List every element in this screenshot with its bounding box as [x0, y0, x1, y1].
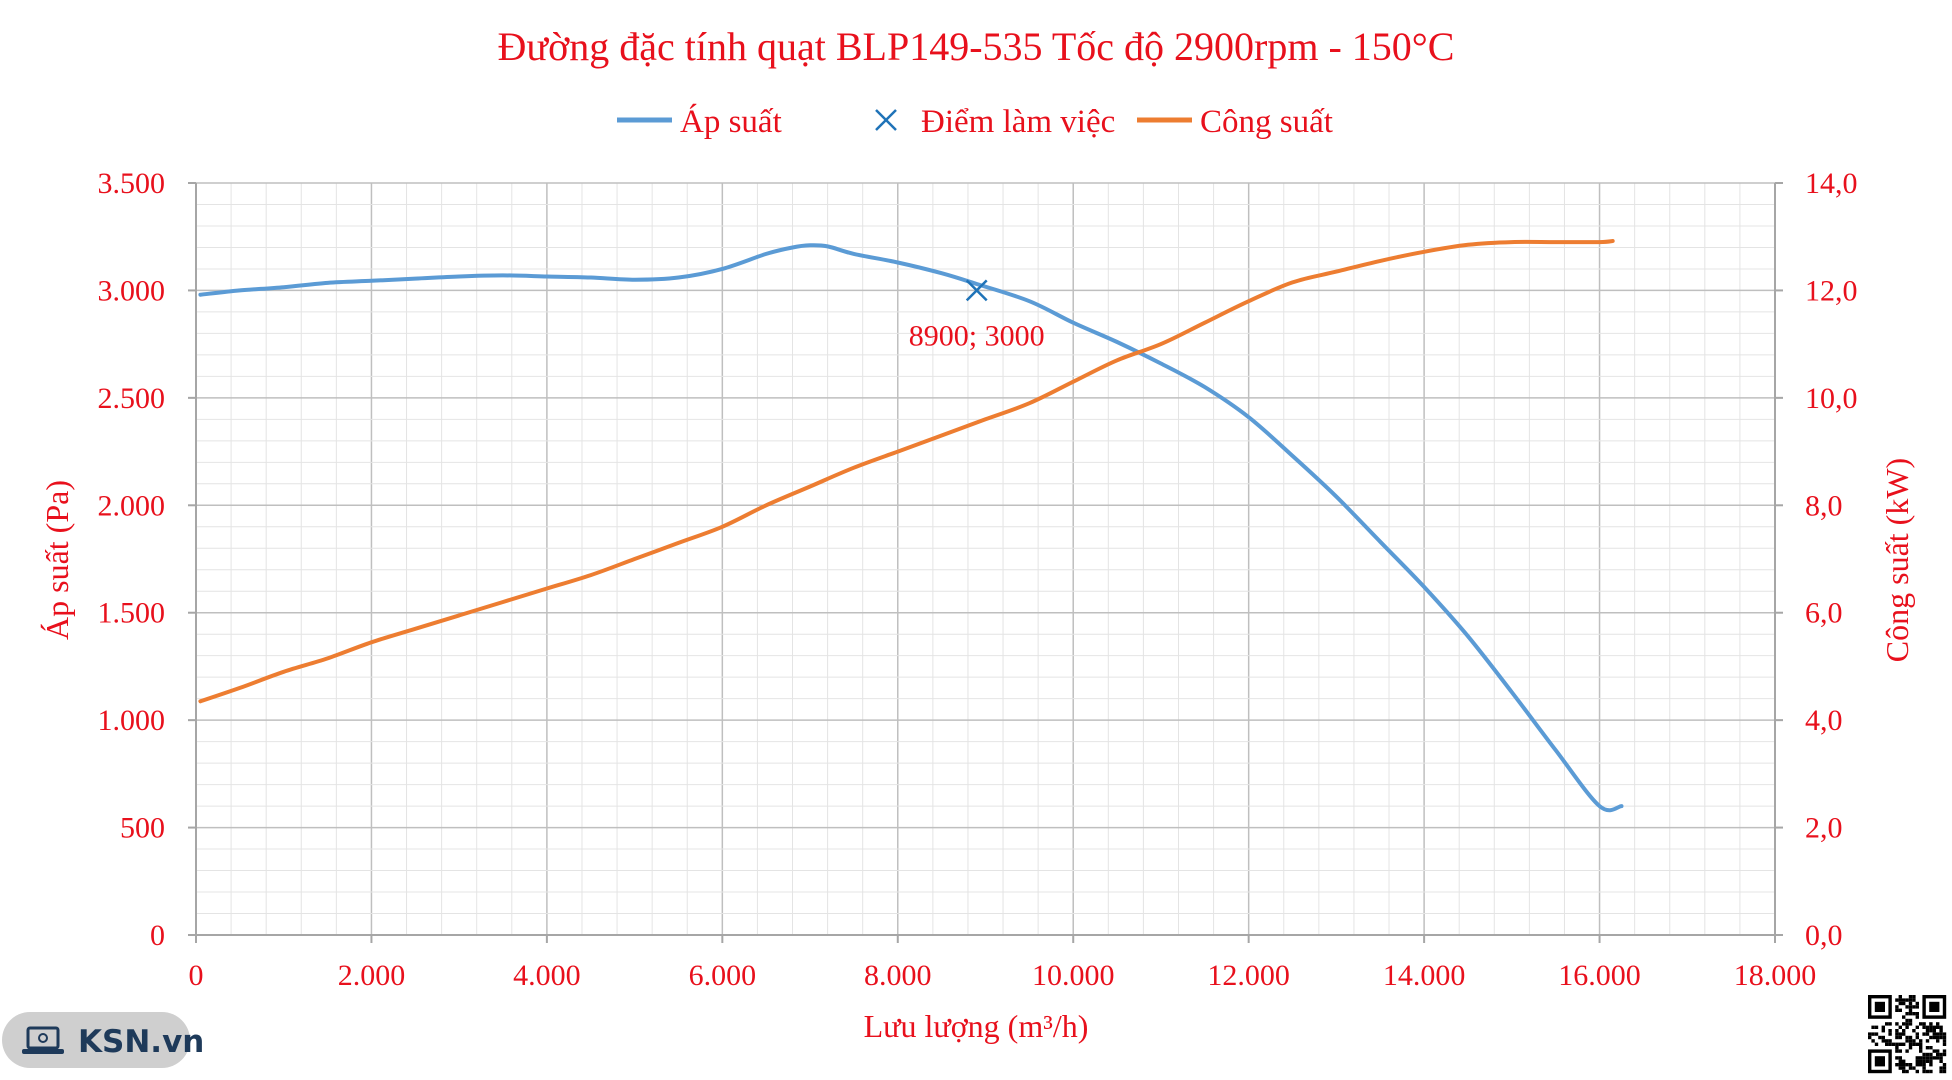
operating-point-marker: [965, 279, 988, 302]
y-tick-label: 2.500: [98, 382, 166, 415]
y2-tick-label: 0,0: [1805, 919, 1843, 952]
y2-axis-title: Công suất (kW): [1879, 458, 1915, 662]
y2-tick-label: 14,0: [1805, 167, 1858, 200]
x-tick-label: 2.000: [338, 959, 406, 992]
legend-item: Công suất: [1137, 104, 1333, 140]
legend-label: Điểm làm việc: [921, 104, 1115, 140]
legend-marker: [875, 109, 897, 131]
axes: [188, 182, 1783, 943]
legend-item: Điểm làm việc: [875, 104, 1115, 140]
x-tick-label: 10.000: [1032, 959, 1115, 992]
y-tick-label: 1.000: [98, 704, 166, 737]
legend-label: Công suất: [1200, 104, 1333, 140]
legend-label: Áp suất: [680, 103, 782, 140]
y-tick-label: 1.500: [98, 597, 166, 630]
x-tick-label: 4.000: [513, 959, 581, 992]
brand-logo-text: KSN.vn: [78, 1024, 204, 1060]
x-tick-label: 14.000: [1383, 959, 1466, 992]
y-tick-label: 3.000: [98, 274, 166, 307]
series-line-0: [198, 243, 1624, 813]
x-tick-label: 8.000: [864, 959, 932, 992]
y-tick-label: 500: [120, 812, 165, 845]
y-tick-label: 0: [150, 919, 165, 952]
series-line-2: [198, 239, 1615, 704]
qr-code-icon: [1866, 993, 1949, 1076]
y2-tick-label: 2,0: [1805, 812, 1843, 845]
chart-title: Đường đặc tính quạt BLP149-535 Tốc độ 29…: [498, 24, 1455, 69]
x-tick-label: 12.000: [1207, 959, 1290, 992]
legend-item: Áp suất: [617, 103, 782, 140]
y-tick-label: 2.000: [98, 489, 166, 522]
x-tick-label: 6.000: [689, 959, 757, 992]
y2-tick-label: 4,0: [1805, 704, 1843, 737]
series-layer: 8900; 3000: [198, 239, 1624, 813]
y2-tick-label: 8,0: [1805, 489, 1843, 522]
y2-axis-ticks: 0,0 2,0 4,0 6,0 8,0 10,0 12,0 14,0: [1805, 167, 1858, 952]
legend: Áp suất Điểm làm việc Công suất: [617, 103, 1333, 140]
y-axis-ticks: 0 500 1.000 1.500 2.000 2.500 3.000 3.500: [98, 167, 166, 952]
y2-tick-label: 6,0: [1805, 597, 1843, 630]
y2-tick-label: 10,0: [1805, 382, 1858, 415]
y2-tick-label: 12,0: [1805, 274, 1858, 307]
y-axis-title: Áp suất (Pa): [39, 480, 75, 640]
x-axis-title: Lưu lượng (m³/h): [864, 1008, 1089, 1044]
operating-point-label: 8900; 3000: [909, 319, 1045, 352]
x-axis-ticks: 0 2.000 4.000 6.000 8.000 10.000 12.000 14.000 1…: [189, 959, 1817, 992]
grid: [195, 182, 1776, 936]
x-tick-label: 16.000: [1558, 959, 1641, 992]
x-tick-label: 0: [189, 959, 204, 992]
laptop-icon: [22, 1026, 64, 1054]
x-tick-label: 18.000: [1734, 959, 1817, 992]
brand-badge[interactable]: KSN.vn: [2, 1012, 204, 1068]
y-tick-label: 3.500: [98, 167, 166, 200]
